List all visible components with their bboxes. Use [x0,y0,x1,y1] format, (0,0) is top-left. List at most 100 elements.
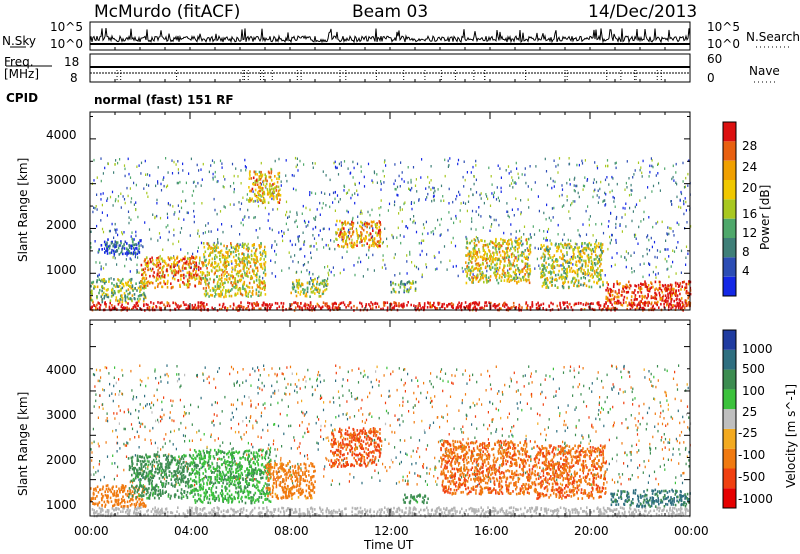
velocity-ytick: 3000 [46,408,77,422]
power-speckle [240,202,243,205]
power-echo-cell [338,303,340,307]
power-speckle [356,189,358,192]
power-echo-cell [498,247,500,251]
power-echo-cell [382,301,385,305]
power-speckle [285,222,287,226]
power-speckle [239,233,241,236]
power-echo-cell [452,306,454,309]
power-echo-cell [352,230,355,233]
power-echo-cell [205,283,207,286]
power-echo-cell [517,241,520,245]
power-echo-cell [127,252,129,255]
power-speckle [298,240,300,243]
power-echo-cell [147,260,149,263]
power-echo-cell [413,304,415,307]
power-speckle [167,224,169,227]
power-speckle [407,226,409,230]
power-speckle [482,272,484,275]
power-echo-cell [248,290,251,294]
power-speckle [444,158,446,162]
power-echo-cell [182,281,184,284]
power-speckle [468,194,470,198]
power-speckle [335,223,337,227]
power-echo-cell [429,305,431,309]
power-echo-cell [234,280,237,283]
power-echo-cell [113,284,115,287]
power-speckle [348,188,350,192]
power-echo-cell [201,271,204,274]
power-echo-cell [118,279,120,282]
power-echo-cell [264,252,267,256]
power-cbar-tick: 16 [742,207,758,221]
power-speckle [114,199,116,203]
power-echo-cell [393,304,396,308]
power-echo-cell [623,290,625,293]
power-echo-cell [566,244,569,247]
power-echo-cell [531,305,534,308]
power-echo-cell [455,306,458,310]
power-echo-cell [142,276,145,280]
power-speckle [667,267,669,271]
power-speckle [314,218,316,221]
power-echo-cell [495,248,497,251]
power-echo-cell [357,235,360,239]
power-speckle [666,260,668,263]
power-speckle [322,227,324,231]
power-echo-cell [487,245,489,249]
power-speckle [252,190,254,193]
power-speckle [399,206,401,209]
power-echo-cell [415,305,417,308]
power-echo-cell [183,273,185,277]
power-echo-cell [147,264,149,268]
power-echo-cell [112,291,115,295]
power-echo-cell [597,245,600,249]
power-speckle [459,220,461,223]
power-echo-cell [616,302,619,305]
power-echo-cell [654,301,656,305]
power-echo-cell [253,269,255,273]
power-echo-cell [360,234,363,237]
power-speckle [610,238,612,242]
power-echo-cell [245,247,248,251]
power-echo-cell [444,307,446,310]
power-echo-cell [227,256,229,259]
power-speckle [675,181,677,184]
power-echo-cell [537,308,539,311]
power-speckle [548,216,550,220]
power-echo-cell [593,280,595,284]
power-echo-cell [105,305,107,308]
power-echo-cell [506,254,509,257]
power-echo-cell [266,179,268,183]
power-echo-cell [251,286,254,289]
power-speckle [605,193,607,196]
power-echo-cell [259,283,261,287]
power-echo-cell [221,276,223,280]
power-speckle [348,228,350,232]
power-speckle [633,251,635,254]
power-speckle [649,170,651,174]
power-echo-cell [628,301,630,305]
power-echo-cell [137,294,140,298]
power-echo-cell [360,236,363,240]
power-speckle [589,215,591,218]
power-echo-cell [313,284,315,288]
power-echo-cell [377,244,380,247]
power-echo-cell [208,244,211,248]
power-echo-cell [345,232,347,236]
power-echo-cell [215,288,217,292]
power-echo-cell [149,274,151,278]
power-speckle [586,178,589,181]
power-echo-cell [240,301,242,304]
power-echo-cell [258,170,261,174]
power-echo-cell [245,274,247,277]
power-echo-cell [469,305,471,309]
power-speckle [593,178,595,181]
power-echo-cell [644,300,646,304]
power-speckle [216,246,218,249]
power-echo-cell [527,237,530,241]
power-echo-cell [561,264,564,267]
power-echo-cell [529,272,531,276]
power-speckle [472,273,474,276]
power-echo-cell [582,283,585,287]
power-speckle [192,252,194,256]
